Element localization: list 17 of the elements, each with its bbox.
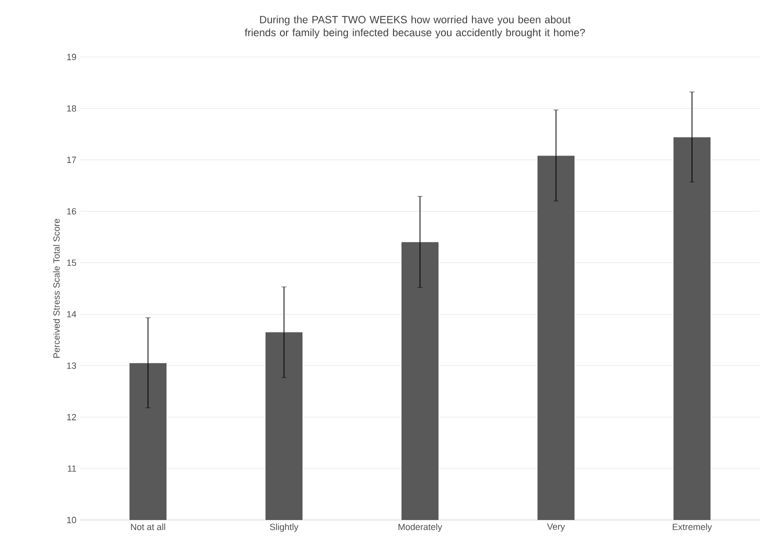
y-tick-label: 11 [68, 465, 76, 472]
y-tick-label: 14 [67, 311, 76, 318]
y-tick-label: 17 [67, 156, 76, 163]
y-tick-label: 15 [67, 260, 76, 266]
x-tick-label: Extremely [672, 524, 712, 532]
y-tick-label: 13 [67, 362, 76, 369]
y-tick-label: 19 [67, 54, 76, 60]
x-tick-label: Not at all [131, 524, 166, 530]
x-tick-label: Slightly [270, 524, 298, 532]
x-tick-label: Moderately [398, 524, 442, 532]
y-tick-label: 18 [67, 105, 76, 112]
chart-title: During the PAST TWO WEEKS how worried have you been about friends or family being infected because you accidently brought it home? [244, 16, 585, 38]
y-tick-label: 16 [67, 208, 76, 214]
y-tick-label: 10 [67, 516, 76, 524]
x-tick-label: Very [547, 524, 565, 532]
y-axis-title: Perceived Stress Scale Total Score [53, 218, 60, 358]
y-tick-label: 12 [67, 414, 76, 420]
